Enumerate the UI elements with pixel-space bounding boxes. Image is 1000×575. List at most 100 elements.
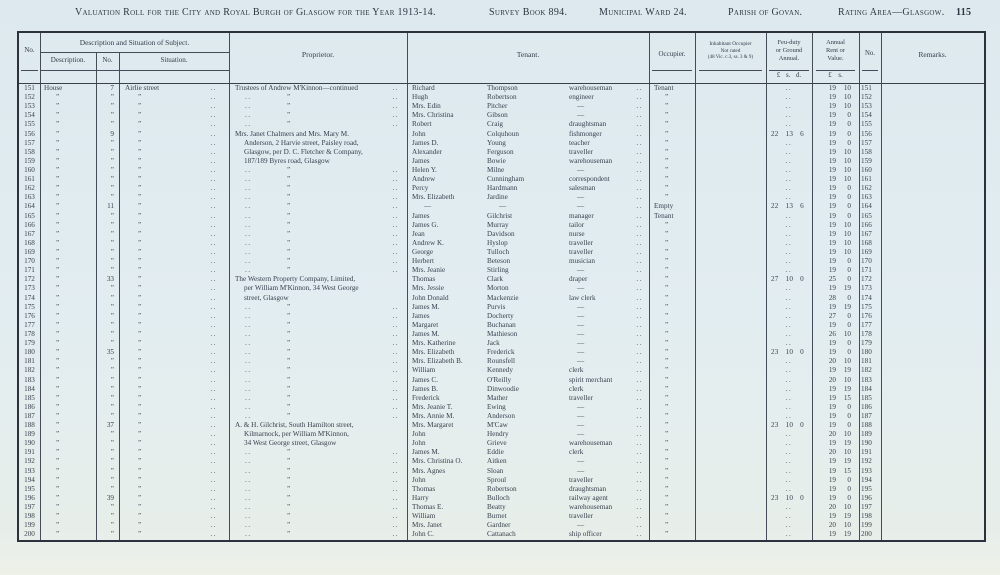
table-row: 153 ” ” ”.. ..”.. Mrs. Edin Pitcher —.. ” …	[19, 102, 984, 111]
column-divider	[407, 33, 408, 540]
inhabitant-occupier-cell	[695, 130, 766, 139]
remarks-cell	[881, 494, 984, 503]
feu-duty-cell: ..	[785, 503, 793, 512]
row-number-left: 155	[24, 120, 35, 129]
header-rule	[40, 52, 229, 53]
description-cell: ”	[56, 211, 60, 220]
remarks-cell	[881, 111, 984, 120]
row-number-right: 162	[861, 184, 872, 193]
proprietor-cell: A. & H. Gilchrist, South Hamilton street…	[235, 421, 354, 430]
occupier-cell: ”	[665, 393, 669, 402]
row-number-left: 200	[24, 530, 35, 539]
proprietor-cell: ..”..	[245, 484, 399, 493]
situation-cell: ”..	[138, 339, 217, 348]
street-number-cell: ”	[110, 521, 114, 530]
header-rule	[862, 70, 878, 71]
row-number-right: 167	[861, 229, 872, 238]
row-number-left: 185	[24, 393, 35, 402]
description-cell: ”	[56, 193, 60, 202]
remarks-cell	[881, 421, 984, 430]
inhabitant-occupier-cell	[695, 120, 766, 129]
row-number-right: 196	[861, 493, 872, 502]
proprietor-cell: ..”..	[245, 475, 399, 484]
street-number-cell: ”	[110, 193, 114, 202]
rent-cell: 19 15	[828, 393, 851, 402]
description-cell: ”	[56, 530, 60, 539]
feu-duty-cell: ..	[785, 175, 793, 184]
col-head-inhabitant-occupier: Inhabitant Occupier	[709, 41, 752, 47]
feu-duty-cell: ..	[785, 393, 793, 402]
description-cell: ”	[56, 229, 60, 238]
row-number-right: 180	[861, 348, 872, 357]
remarks-cell	[881, 394, 984, 403]
table-row: 160 ” ” ”.. ..”.. Helen Y. Milne —.. ” .. …	[19, 166, 984, 175]
tenant-cell: James D. Young teacher..	[412, 138, 643, 147]
table-row: 171 ” ” ”.. ..”.. Mrs. Jeanie Stirling —..…	[19, 266, 984, 275]
inhabitant-occupier-cell	[695, 284, 766, 293]
feu-duty-cell: ..	[785, 329, 793, 338]
header-rule	[816, 70, 855, 71]
tenant-cell: James M. Eddie clerk..	[412, 448, 643, 457]
row-number-right: 192	[861, 457, 872, 466]
rent-cell: 19 19	[828, 366, 851, 375]
street-number-cell: ”	[110, 484, 114, 493]
street-number-cell: ”	[110, 111, 114, 120]
situation-cell: ”..	[138, 138, 217, 147]
remarks-cell	[881, 102, 984, 111]
col-head-inhabitant-occupier-line3: (48 Vic. c.3, ss. 3 & 9)	[707, 55, 754, 60]
occupier-cell: ”	[665, 521, 669, 530]
row-number-right: 154	[861, 111, 872, 120]
row-number-right: 183	[861, 375, 872, 384]
description-cell: ”	[56, 357, 60, 366]
remarks-cell	[881, 412, 984, 421]
feu-duty-cell: ..	[785, 284, 793, 293]
remarks-cell	[881, 130, 984, 139]
rent-cell: 20 10	[828, 503, 851, 512]
inhabitant-occupier-cell	[695, 312, 766, 321]
rent-cell: 19 19	[828, 457, 851, 466]
row-number-right: 177	[861, 320, 872, 329]
header-rule	[40, 70, 229, 71]
occupier-cell: ”	[665, 184, 669, 193]
table-row: 173 ” ” ”.. per William M'Kinnon, 34 Wes…	[19, 284, 984, 293]
remarks-cell	[881, 248, 984, 257]
inhabitant-occupier-cell	[695, 230, 766, 239]
proprietor-cell: ..”..	[245, 202, 399, 211]
remarks-cell	[881, 512, 984, 521]
rent-cell: 19 0	[828, 211, 851, 220]
occupier-cell: ”	[665, 175, 669, 184]
description-cell: ”	[56, 348, 60, 357]
rent-cell: 19 10	[828, 229, 851, 238]
feu-duty-cell: ..	[785, 457, 793, 466]
remarks-cell	[881, 376, 984, 385]
proprietor-cell: ..”..	[245, 111, 399, 120]
situation-cell: ”..	[138, 357, 217, 366]
row-number-left: 161	[24, 175, 35, 184]
table-row: 152 ” ” ”.. ..”.. Hugh Robertson engineer.…	[19, 93, 984, 102]
row-number-right: 152	[861, 93, 872, 102]
feu-duty-cell: ..	[785, 512, 793, 521]
tenant-cell: John Donald Mackenzie law clerk..	[412, 293, 643, 302]
rent-cell: 19 10	[828, 84, 851, 92]
rating-area-label: Rating Area—Glasgow.	[838, 7, 945, 18]
proprietor-cell: Glasgow, per D. C. Fletcher & Company,	[244, 147, 363, 156]
description-cell: ”	[56, 102, 60, 111]
row-number-left: 164	[24, 202, 35, 211]
proprietor-cell: ..”..	[245, 466, 399, 475]
situation-cell: ”..	[138, 411, 217, 420]
row-number-right: 189	[861, 430, 872, 439]
column-divider	[229, 33, 230, 540]
occupier-cell: ”	[665, 257, 669, 266]
rent-cell: 19 0	[828, 493, 851, 502]
inhabitant-occupier-cell	[695, 521, 766, 530]
proprietor-cell: Kilmarnock, per William M'Kinnon,	[244, 430, 349, 439]
tenant-cell: Mrs. Margaret M'Caw —..	[412, 421, 643, 430]
tenant-cell: Thomas Robertson draughtsman..	[412, 484, 643, 493]
situation-cell: ”..	[138, 211, 217, 220]
tenant-cell: James M. Mathieson —..	[412, 329, 643, 338]
remarks-cell	[881, 348, 984, 357]
street-number-cell: ”	[110, 211, 114, 220]
row-number-right: 193	[861, 466, 872, 475]
row-number-left: 160	[24, 165, 35, 174]
description-cell: ”	[56, 129, 60, 138]
